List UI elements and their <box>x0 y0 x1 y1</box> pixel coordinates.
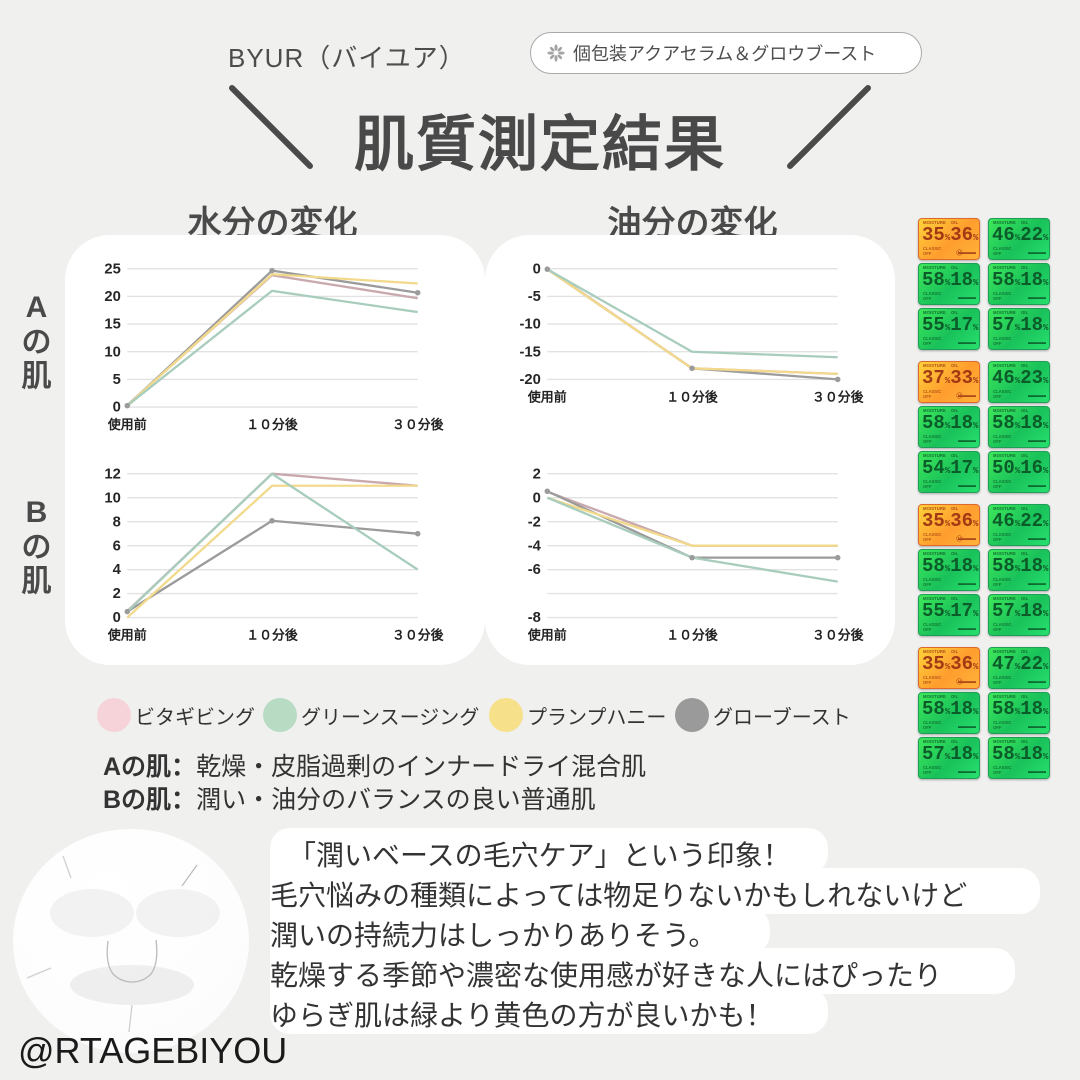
svg-text:使用前: 使用前 <box>107 417 147 432</box>
svg-text:10: 10 <box>104 490 120 506</box>
svg-text:8: 8 <box>113 514 121 530</box>
svg-text:25: 25 <box>104 261 120 277</box>
svg-text:-10: -10 <box>519 317 540 333</box>
svg-text:15: 15 <box>104 317 120 333</box>
svg-text:１０分後: １０分後 <box>666 628 719 643</box>
svg-text:３０分後: ３０分後 <box>812 628 865 643</box>
svg-text:-5: -5 <box>528 289 541 305</box>
svg-text:-2: -2 <box>528 514 541 530</box>
svg-text:0: 0 <box>533 490 541 506</box>
svg-text:使用前: 使用前 <box>527 628 567 643</box>
svg-text:12: 12 <box>104 466 120 482</box>
svg-text:4: 4 <box>113 562 122 578</box>
svg-text:１０分後: １０分後 <box>666 390 719 405</box>
svg-text:0: 0 <box>113 400 121 416</box>
svg-text:10: 10 <box>104 344 120 360</box>
svg-text:使用前: 使用前 <box>107 628 147 643</box>
svg-text:2: 2 <box>113 586 121 602</box>
svg-text:5: 5 <box>113 372 121 388</box>
svg-text:0: 0 <box>533 261 541 277</box>
svg-text:１０分後: １０分後 <box>246 417 299 432</box>
svg-text:-6: -6 <box>528 562 541 578</box>
svg-text:6: 6 <box>113 538 121 554</box>
svg-text:0: 0 <box>113 610 121 626</box>
svg-text:使用前: 使用前 <box>527 390 567 405</box>
svg-text:-4: -4 <box>528 538 542 554</box>
svg-text:３０分後: ３０分後 <box>392 628 445 643</box>
svg-text:３０分後: ３０分後 <box>812 390 865 405</box>
svg-text:３０分後: ３０分後 <box>392 417 445 432</box>
svg-text:2: 2 <box>533 466 541 482</box>
svg-text:-8: -8 <box>528 610 541 626</box>
svg-text:１０分後: １０分後 <box>246 628 299 643</box>
svg-text:-15: -15 <box>519 344 540 360</box>
svg-text:-20: -20 <box>519 372 540 388</box>
svg-text:20: 20 <box>104 289 120 305</box>
